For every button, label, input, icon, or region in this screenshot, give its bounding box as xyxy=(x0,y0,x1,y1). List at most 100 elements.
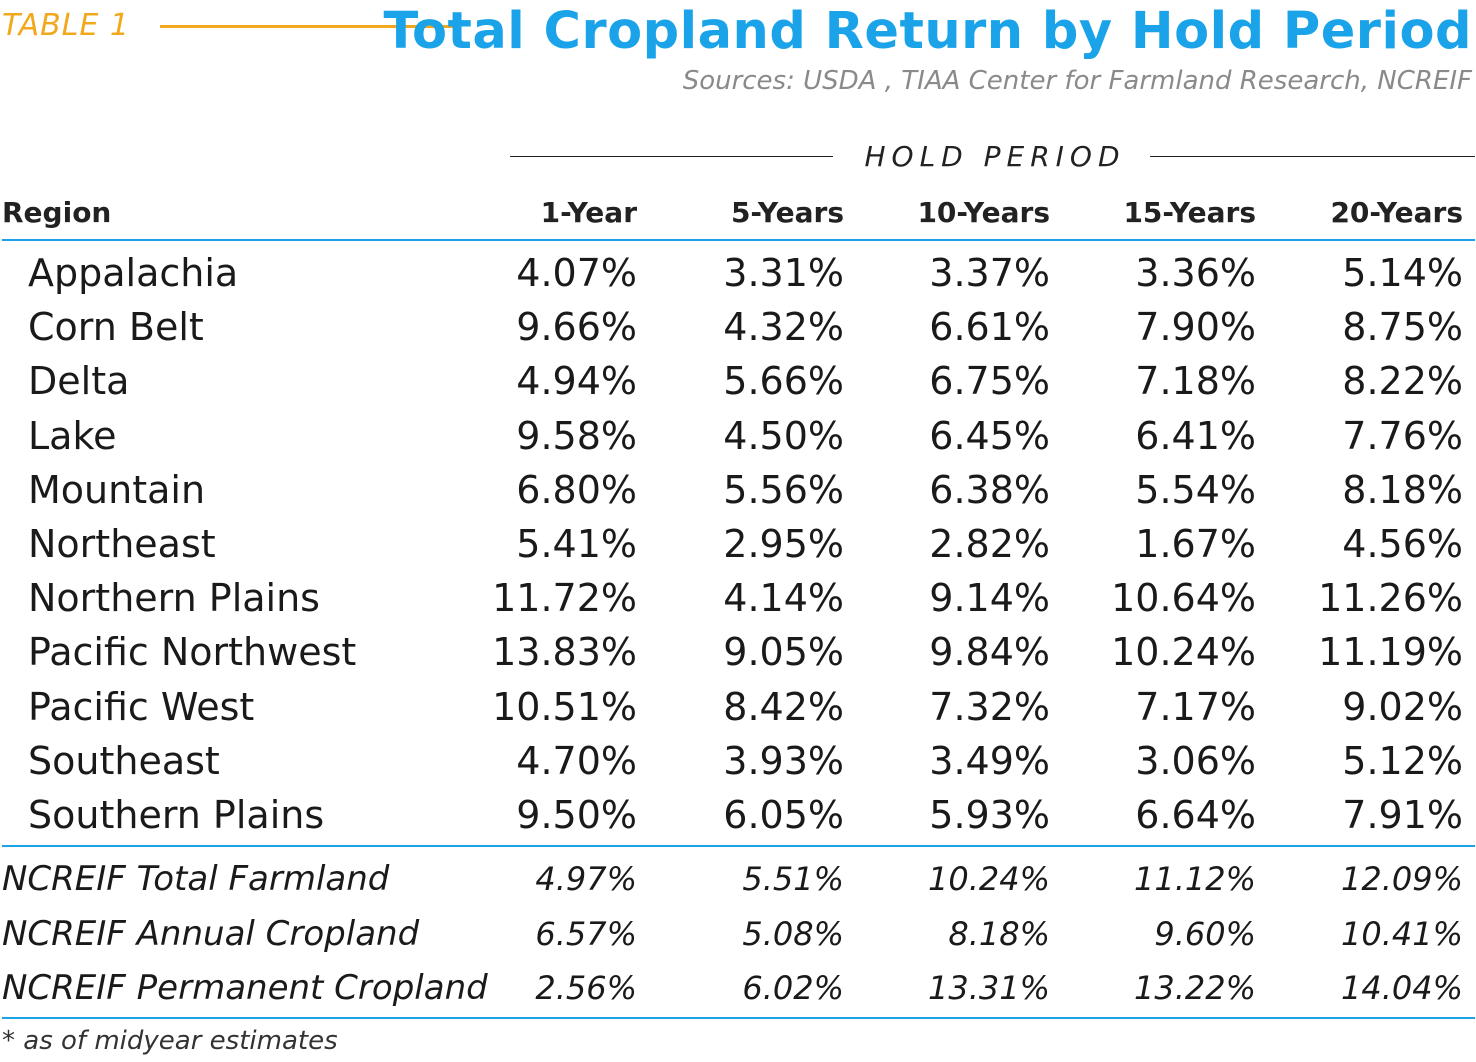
row-region-name: Appalachia xyxy=(28,251,239,295)
row-value-cell: 11.72% xyxy=(492,576,637,621)
row-region-name: NCREIF Permanent Cropland xyxy=(2,968,488,1008)
row-value-cell: 7.90% xyxy=(1135,305,1256,350)
column-header-5-years: 5-Years xyxy=(730,196,844,229)
table-row: Southeast 4.70% 3.93% 3.49% 3.06% 5.12% xyxy=(0,734,1476,788)
footer-divider xyxy=(2,1017,1475,1019)
row-region-name: NCREIF Annual Cropland xyxy=(2,913,420,954)
row-value-cell: 11.26% xyxy=(1318,576,1463,621)
hold-period-rule-left xyxy=(510,156,833,157)
row-value-cell: 4.14% xyxy=(723,576,844,621)
table-row: NCREIF Total Farmland 4.97% 5.51% 10.24% 11.… xyxy=(0,852,1476,906)
row-value-cell: 5.41% xyxy=(516,522,637,566)
column-header-10-years: 10-Years xyxy=(917,196,1050,229)
header-divider xyxy=(2,239,1475,241)
row-value-cell: 5.93% xyxy=(929,793,1050,837)
row-value-cell: 7.91% xyxy=(1342,793,1463,837)
row-value-cell: 11.19% xyxy=(1318,630,1463,675)
row-value-cell: 6.61% xyxy=(929,305,1050,350)
row-value-cell: 5.08% xyxy=(742,914,844,953)
row-value-cell: 7.18% xyxy=(1135,359,1256,404)
table-row: Northern Plains 11.72% 4.14% 9.14% 10.64% 11.… xyxy=(0,571,1476,625)
page-title: Total Cropland Return by Hold Period xyxy=(383,2,1472,61)
row-value-cell: 4.50% xyxy=(723,413,844,458)
row-region-name: Southern Plains xyxy=(28,793,325,837)
row-value-cell: 4.70% xyxy=(516,738,637,783)
row-value-cell: 1.67% xyxy=(1135,522,1256,566)
row-region-name: Pacific Northwest xyxy=(28,630,357,675)
row-value-cell: 10.64% xyxy=(1111,576,1256,621)
row-value-cell: 4.56% xyxy=(1342,522,1463,566)
table-row: Southern Plains 9.50% 6.05% 5.93% 6.64% 7.91% xyxy=(0,788,1476,842)
row-value-cell: 10.24% xyxy=(1111,630,1256,675)
row-region-name: Corn Belt xyxy=(28,305,204,350)
row-value-cell: 6.41% xyxy=(1135,413,1256,458)
row-value-cell: 9.14% xyxy=(929,576,1050,621)
table-label: TABLE 1 xyxy=(2,8,130,43)
row-value-cell: 9.50% xyxy=(516,793,637,837)
column-header-15-years: 15-Years xyxy=(1123,196,1256,229)
region-divider xyxy=(2,845,1475,847)
column-header-1-year: 1-Year xyxy=(540,196,637,229)
hold-period-banner: HOLD PERIOD xyxy=(510,140,1475,180)
row-value-cell: 8.18% xyxy=(1342,467,1463,512)
row-value-cell: 4.07% xyxy=(516,251,637,295)
table-row: NCREIF Annual Cropland 6.57% 5.08% 8.18% 9.6… xyxy=(0,907,1476,961)
row-value-cell: 3.36% xyxy=(1135,251,1256,295)
row-value-cell: 8.75% xyxy=(1342,305,1463,350)
row-value-cell: 14.04% xyxy=(1340,969,1463,1007)
row-value-cell: 5.12% xyxy=(1342,738,1463,783)
row-value-cell: 12.09% xyxy=(1340,860,1463,898)
table-row: NCREIF Permanent Cropland 2.56% 6.02% 13.31… xyxy=(0,961,1476,1015)
row-region-name: Pacific West xyxy=(28,684,255,729)
row-value-cell: 2.56% xyxy=(535,969,637,1007)
row-value-cell: 6.02% xyxy=(742,969,844,1007)
row-region-name: Lake xyxy=(28,413,117,458)
row-value-cell: 6.57% xyxy=(535,914,637,953)
row-value-cell: 5.14% xyxy=(1342,251,1463,295)
row-value-cell: 13.83% xyxy=(492,630,637,675)
row-value-cell: 10.41% xyxy=(1340,914,1463,953)
row-value-cell: 5.66% xyxy=(723,359,844,404)
row-value-cell: 7.32% xyxy=(929,684,1050,729)
row-value-cell: 6.45% xyxy=(929,413,1050,458)
row-value-cell: 9.60% xyxy=(1154,914,1256,953)
table-row: Mountain 6.80% 5.56% 6.38% 5.54% 8.18% xyxy=(0,463,1476,517)
row-value-cell: 3.37% xyxy=(929,251,1050,295)
row-value-cell: 6.64% xyxy=(1135,793,1256,837)
row-value-cell: 9.05% xyxy=(723,630,844,675)
table-row: Corn Belt 9.66% 4.32% 6.61% 7.90% 8.75% xyxy=(0,300,1476,354)
table-row: Lake 9.58% 4.50% 6.45% 6.41% 7.76% xyxy=(0,409,1476,463)
row-value-cell: 7.17% xyxy=(1135,684,1256,729)
row-value-cell: 5.51% xyxy=(742,860,844,898)
row-region-name: Delta xyxy=(28,359,130,404)
row-value-cell: 3.31% xyxy=(723,251,844,295)
row-value-cell: 10.24% xyxy=(927,860,1050,898)
table-row: Appalachia 4.07% 3.31% 3.37% 3.36% 5.14% xyxy=(0,246,1476,300)
row-value-cell: 9.02% xyxy=(1342,684,1463,729)
hold-period-rule-right xyxy=(1150,156,1475,157)
hold-period-label: HOLD PERIOD xyxy=(864,140,1126,173)
row-value-cell: 9.66% xyxy=(516,305,637,350)
row-value-cell: 7.76% xyxy=(1342,413,1463,458)
table-row: Northeast 5.41% 2.95% 2.82% 1.67% 4.56% xyxy=(0,517,1476,571)
footnote: * as of midyear estimates xyxy=(2,1026,338,1056)
row-value-cell: 11.12% xyxy=(1133,860,1256,898)
row-region-name: Southeast xyxy=(28,738,220,783)
row-region-name: Northeast xyxy=(28,522,216,566)
row-value-cell: 6.05% xyxy=(723,793,844,837)
row-value-cell: 8.22% xyxy=(1342,359,1463,404)
row-value-cell: 2.95% xyxy=(723,522,844,566)
column-header-20-years: 20-Years xyxy=(1330,196,1463,229)
row-value-cell: 6.38% xyxy=(929,467,1050,512)
row-value-cell: 2.82% xyxy=(929,522,1050,566)
row-value-cell: 8.18% xyxy=(948,914,1050,953)
row-value-cell: 4.94% xyxy=(516,359,637,404)
table-row: Delta 4.94% 5.66% 6.75% 7.18% 8.22% xyxy=(0,354,1476,408)
row-value-cell: 4.97% xyxy=(535,860,637,898)
row-value-cell: 9.84% xyxy=(929,630,1050,675)
row-value-cell: 5.56% xyxy=(723,467,844,512)
row-value-cell: 9.58% xyxy=(516,413,637,458)
row-region-name: Mountain xyxy=(28,467,206,512)
row-region-name: Northern Plains xyxy=(28,576,320,621)
row-value-cell: 3.49% xyxy=(929,738,1050,783)
